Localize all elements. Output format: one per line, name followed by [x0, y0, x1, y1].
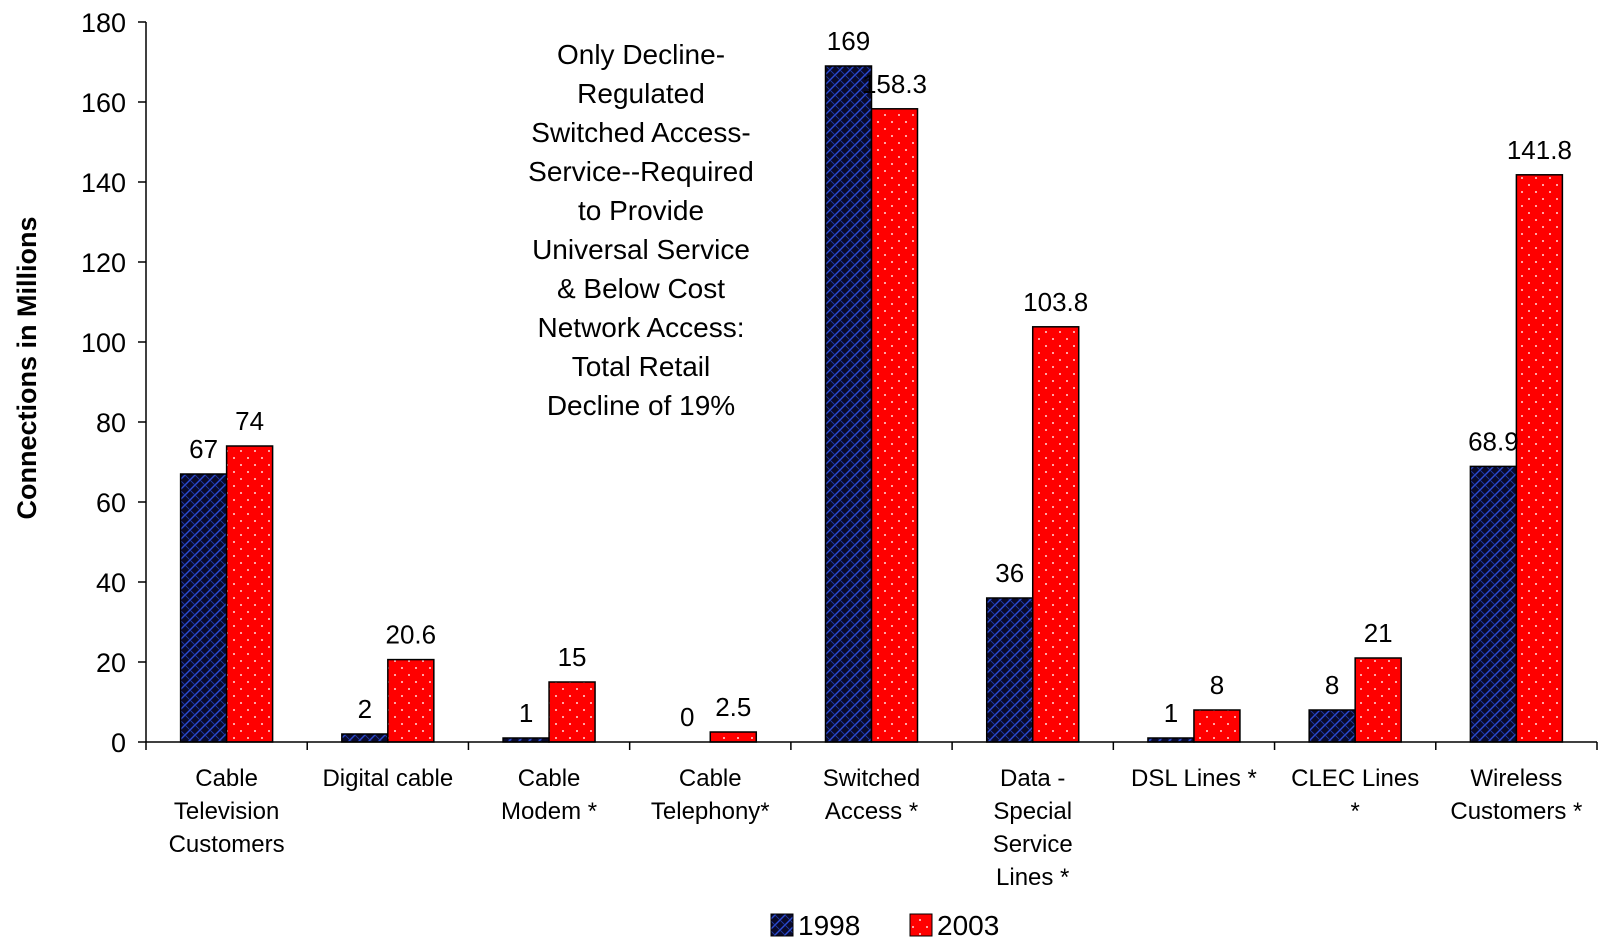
bar-1998-4: [824, 65, 873, 743]
data-label-2003-3: 2.5: [715, 692, 751, 722]
data-label-1998-8: 68.9: [1468, 426, 1519, 456]
category-label-0: Cable Television Customers: [169, 765, 285, 858]
bar-1998-0: [179, 473, 228, 743]
data-label-2003-1: 20.6: [386, 620, 437, 650]
data-label-1998-3: 0: [680, 702, 694, 732]
legend: 1998 2003: [770, 910, 999, 941]
category-label-3: Cable Telephony*: [651, 765, 770, 825]
bar-2003-3: [709, 731, 758, 743]
data-label-2003-5: 103.8: [1023, 287, 1088, 317]
category-labels: Cable Television Customers Digital cable Cab…: [169, 765, 1583, 891]
category-label-1: Digital cable: [322, 765, 453, 792]
data-label-2003-7: 21: [1364, 618, 1393, 648]
bar-1998-7: [1308, 709, 1356, 743]
category-label-8: Wireless Customers *: [1450, 765, 1582, 825]
bars: [179, 65, 1564, 743]
legend-label-2003: 2003: [937, 910, 999, 941]
category-label-2: Cable Modem *: [501, 765, 597, 825]
chart-annotation: Only Decline-Regulated Switched Access-Se…: [528, 39, 754, 421]
y-tick-label: 140: [81, 168, 126, 198]
y-tick-label: 40: [96, 568, 126, 598]
data-label-1998-0: 67: [189, 434, 218, 464]
y-tick-label: 80: [96, 408, 126, 438]
data-label-1998-4: 169: [827, 26, 870, 56]
y-tick-label: 20: [96, 648, 126, 678]
legend-swatch-2003: [909, 913, 933, 937]
y-tick-label: 120: [81, 248, 126, 278]
data-label-1998-6: 1: [1164, 698, 1178, 728]
category-label-4: Switched Access *: [823, 765, 920, 825]
data-labels: 672 1 0169361868.97420.6152.5158.3103.8821…: [189, 26, 1572, 732]
data-label-1998-5: 36: [995, 558, 1024, 588]
y-tick-label: 60: [96, 488, 126, 518]
y-tick-label: 0: [111, 728, 126, 758]
legend-label-1998: 1998: [798, 910, 860, 941]
bar-2003-1: [387, 658, 435, 743]
category-label-5: Data -Special Service Lines *: [993, 765, 1073, 891]
y-tick-label: 160: [81, 88, 126, 118]
bar-2003-2: [548, 681, 596, 743]
bar-1998-1: [341, 733, 389, 743]
bar-2003-4: [870, 108, 919, 743]
bar-2003-5: [1031, 326, 1080, 743]
data-label-1998-1: 2: [358, 694, 372, 724]
data-label-2003-8: 141.8: [1507, 135, 1572, 165]
bar-2003-0: [225, 445, 274, 743]
y-tick-label: 180: [81, 8, 126, 38]
data-label-2003-2: 15: [558, 642, 587, 672]
category-label-6: DSL Lines *: [1131, 765, 1257, 792]
bar-2003-8: [1515, 174, 1564, 743]
bar-1998-5: [985, 597, 1034, 743]
category-label-7: CLEC Lines *: [1291, 765, 1419, 825]
data-label-2003-0: 74: [235, 406, 264, 436]
bar-1998-8: [1469, 465, 1518, 743]
legend-swatch-1998: [770, 913, 794, 937]
data-label-2003-6: 8: [1210, 670, 1224, 700]
bar-2003-6: [1193, 709, 1241, 743]
y-tick-label: 100: [81, 328, 126, 358]
data-label-1998-2: 1: [519, 698, 533, 728]
bar-2003-7: [1354, 657, 1402, 743]
data-label-1998-7: 8: [1325, 670, 1339, 700]
y-axis-title: Connections in Millions: [12, 217, 42, 520]
data-label-2003-4: 158.3: [862, 69, 927, 99]
